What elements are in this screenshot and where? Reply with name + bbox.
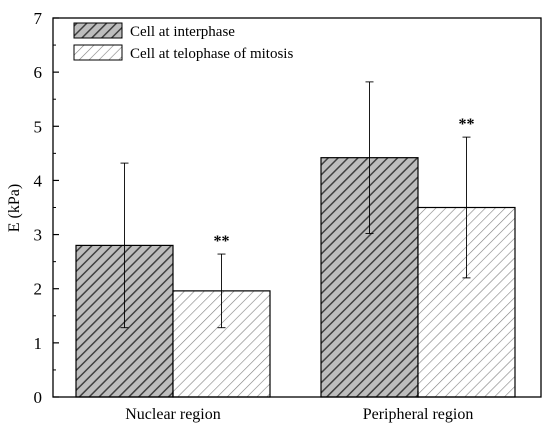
significance-layer: ** ** bbox=[214, 116, 475, 250]
y-tick-label: 0 bbox=[34, 388, 43, 407]
error-bar bbox=[462, 136, 471, 279]
error-bar bbox=[120, 162, 129, 329]
y-tick-label: 1 bbox=[34, 334, 43, 353]
x-tick-label: Peripheral region bbox=[363, 406, 474, 423]
significance-marker: ** bbox=[214, 233, 230, 250]
error-bar bbox=[217, 253, 226, 329]
bars-layer bbox=[75, 157, 516, 398]
legend-item-telophase: Cell at telophase of mitosis bbox=[73, 44, 293, 62]
x-tick-label: Nuclear region bbox=[125, 406, 221, 423]
error-bars-layer bbox=[120, 81, 471, 329]
y-tick-label: 3 bbox=[34, 226, 43, 245]
significance-marker: ** bbox=[459, 116, 475, 133]
legend-swatch-interphase bbox=[73, 22, 123, 39]
y-axis: 0 1 2 3 4 5 6 7 bbox=[34, 9, 59, 407]
legend-item-interphase: Cell at interphase bbox=[73, 22, 235, 40]
legend-label-telophase: Cell at telophase of mitosis bbox=[130, 46, 293, 62]
y-tick-label: 7 bbox=[34, 9, 43, 28]
y-axis-label: E (kPa) bbox=[6, 184, 23, 232]
error-bar bbox=[365, 81, 374, 234]
legend-label-interphase: Cell at interphase bbox=[130, 24, 235, 40]
legend: Cell at interphase Cell at telophase of … bbox=[73, 22, 293, 62]
x-axis: Nuclear region Peripheral region bbox=[125, 391, 473, 423]
y-tick-label: 6 bbox=[34, 63, 43, 82]
y-tick-label: 2 bbox=[34, 280, 43, 299]
y-tick-label: 5 bbox=[34, 117, 43, 136]
legend-swatch-telophase bbox=[73, 44, 123, 61]
y-tick-label: 4 bbox=[34, 171, 43, 190]
